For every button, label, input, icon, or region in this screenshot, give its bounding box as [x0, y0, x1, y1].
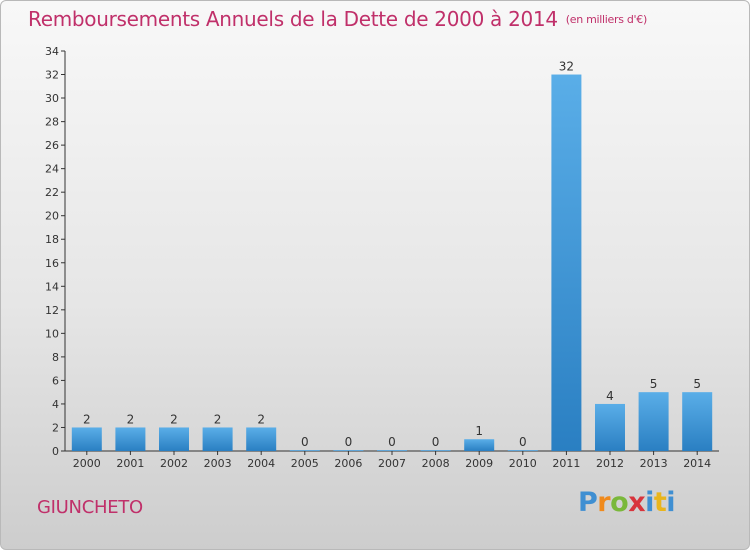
y-tick-label: 26 — [45, 139, 59, 152]
data-label-2001: 2 — [127, 412, 135, 426]
bar-2006 — [333, 450, 364, 451]
commune-name: GIUNCHETO — [37, 497, 143, 518]
y-tick-label: 6 — [52, 374, 59, 387]
x-tick-label-2005: 2005 — [291, 457, 319, 470]
bar-2011 — [551, 74, 582, 451]
y-tick-label: 12 — [45, 304, 59, 317]
y-tick-label: 16 — [45, 257, 59, 270]
x-tick-label-2009: 2009 — [465, 457, 493, 470]
bar-2005 — [289, 450, 320, 451]
bar-2010 — [507, 450, 538, 451]
y-tick-label: 14 — [45, 280, 59, 293]
x-tick-label-2014: 2014 — [683, 457, 711, 470]
y-tick-label: 22 — [45, 186, 59, 199]
bar-2001 — [115, 427, 146, 451]
data-label-2011: 32 — [559, 60, 574, 74]
y-tick-label: 20 — [45, 210, 59, 223]
y-tick-label: 4 — [52, 398, 59, 411]
chart-title: Remboursements Annuels de la Dette de 20… — [28, 7, 647, 31]
data-label-2006: 0 — [345, 435, 353, 449]
data-label-2012: 4 — [606, 389, 614, 403]
y-tick-label: 0 — [52, 445, 59, 458]
y-tick-label: 10 — [45, 327, 59, 340]
y-tick-label: 2 — [52, 421, 59, 434]
chart-title-text: Remboursements Annuels de la Dette de 20… — [28, 7, 558, 31]
data-label-2009: 1 — [475, 424, 483, 438]
chart-unit: (en milliers d'€) — [565, 13, 647, 26]
x-tick-label-2000: 2000 — [73, 457, 101, 470]
bar-2013 — [638, 392, 669, 451]
data-label-2013: 5 — [650, 377, 658, 391]
bar-2009 — [464, 439, 495, 451]
y-tick-label: 34 — [45, 45, 59, 58]
x-tick-label-2001: 2001 — [116, 457, 144, 470]
y-tick-label: 8 — [52, 351, 59, 364]
x-tick-label-2010: 2010 — [509, 457, 537, 470]
y-tick-label: 18 — [45, 233, 59, 246]
data-label-2003: 2 — [214, 412, 222, 426]
x-tick-label-2006: 2006 — [334, 457, 362, 470]
data-label-2014: 5 — [693, 377, 701, 391]
x-tick-label-2003: 2003 — [204, 457, 232, 470]
x-tick-label-2004: 2004 — [247, 457, 275, 470]
data-label-2002: 2 — [170, 412, 178, 426]
x-tick-label-2008: 2008 — [422, 457, 450, 470]
bar-2007 — [377, 450, 407, 451]
data-label-2008: 0 — [432, 435, 440, 449]
bar-2008 — [420, 450, 451, 451]
x-tick-label-2011: 2011 — [552, 457, 580, 470]
data-label-2004: 2 — [257, 412, 265, 426]
data-label-2005: 0 — [301, 435, 309, 449]
bar-2003 — [202, 427, 233, 451]
data-label-2007: 0 — [388, 435, 396, 449]
bar-2014 — [682, 392, 713, 451]
bar-2002 — [159, 427, 189, 451]
bar-2012 — [595, 403, 625, 451]
y-tick-label: 28 — [45, 116, 59, 129]
x-tick-label-2012: 2012 — [596, 457, 624, 470]
proxiti-logo: Proxiti — [578, 487, 676, 518]
bar-2004 — [246, 427, 277, 451]
data-label-2010: 0 — [519, 435, 527, 449]
bar-2000 — [71, 427, 102, 451]
y-tick-label: 24 — [45, 163, 59, 176]
y-tick-label: 32 — [45, 69, 59, 82]
x-tick-label-2013: 2013 — [640, 457, 668, 470]
x-tick-label-2002: 2002 — [160, 457, 188, 470]
data-label-2000: 2 — [83, 412, 91, 426]
x-tick-label-2007: 2007 — [378, 457, 406, 470]
y-tick-label: 30 — [45, 92, 59, 105]
